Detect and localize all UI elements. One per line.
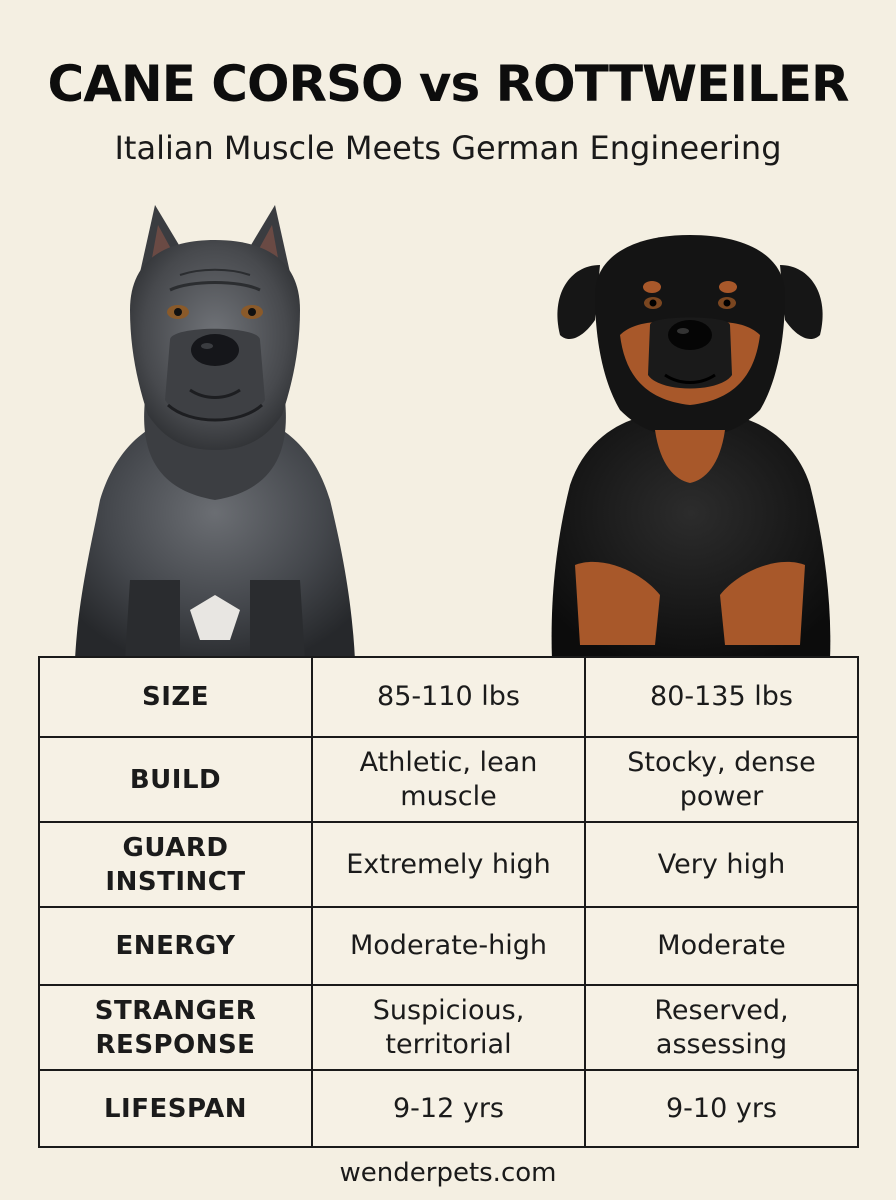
cane-corso-value: 85-110 lbs (313, 658, 586, 736)
rottweiler-value: 9-10 yrs (665, 1092, 777, 1124)
table-row: LIFESPAN 9-12 yrs 9-10 yrs (40, 1071, 857, 1146)
page-subtitle: Italian Muscle Meets German Engineering (114, 129, 782, 167)
cane-corso-value: Extremely high (313, 823, 586, 906)
cane-corso-value: Athletic, lean muscle (313, 738, 586, 821)
table-row: STRANGER RESPONSE Suspicious, territoria… (40, 986, 857, 1071)
rottweiler-image (551, 235, 831, 660)
row-label: GUARD INSTINCT (40, 823, 313, 906)
cane-corso-value: Suspicious, territorial (313, 986, 586, 1069)
cane-corso-image (75, 205, 355, 660)
rottweiler-value: Moderate (657, 930, 786, 961)
comparison-table: SIZE 85-110 lbs 80-135 lbs BUILD Athleti… (38, 656, 859, 1148)
site-footer: wenderpets.com (339, 1158, 557, 1188)
row-label: LIFESPAN (40, 1071, 313, 1146)
rottweiler-value: Very high (657, 848, 786, 880)
rottweiler-value: Stocky, dense power (627, 746, 816, 812)
cane-corso-value: 9-12 yrs (313, 1071, 586, 1146)
table-row: GUARD INSTINCT Extremely high Very high (40, 823, 857, 908)
rottweiler-value: 80-135 lbs (650, 681, 793, 712)
row-label: BUILD (40, 738, 313, 821)
table-row: ENERGY Moderate-high Moderate (40, 908, 857, 986)
rottweiler-value: Reserved, assessing (654, 994, 789, 1060)
page-title: CANE CORSO vs ROTTWEILER (47, 55, 850, 113)
table-row: SIZE 85-110 lbs 80-135 lbs (40, 658, 857, 738)
row-label: ENERGY (40, 908, 313, 984)
cane-corso-value: Moderate-high (313, 908, 586, 984)
row-label: STRANGER RESPONSE (40, 986, 313, 1069)
row-label: SIZE (40, 658, 313, 736)
table-row: BUILD Athletic, lean muscle Stocky, dens… (40, 738, 857, 823)
